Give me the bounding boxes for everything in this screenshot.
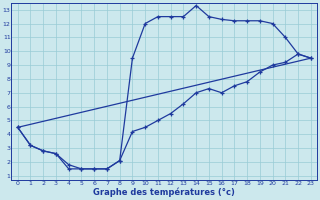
X-axis label: Graphe des températures (°c): Graphe des températures (°c) xyxy=(93,188,235,197)
